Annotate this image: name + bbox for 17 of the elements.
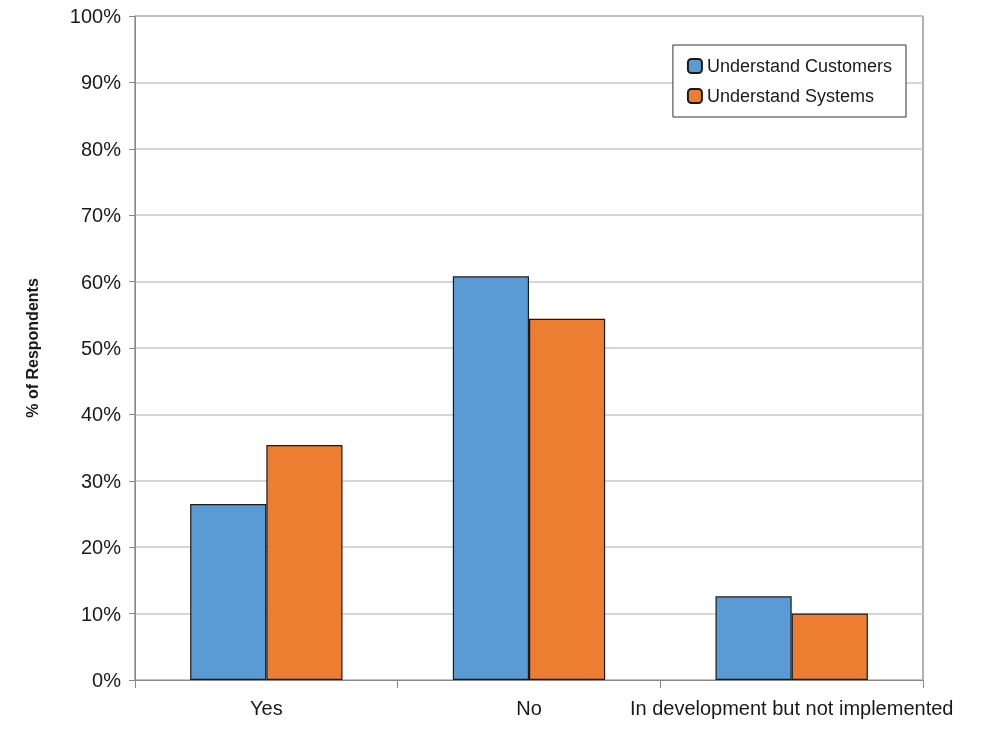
y-tick-label: 100% bbox=[69, 5, 122, 27]
x-tick-label: No bbox=[516, 697, 542, 719]
x-tick-label: Yes bbox=[250, 697, 283, 719]
y-tick-label: 70% bbox=[80, 204, 122, 227]
y-tick-label: 40% bbox=[80, 403, 122, 426]
y-tick-label: 80% bbox=[80, 137, 122, 160]
y-tick-label: 60% bbox=[80, 270, 122, 293]
y-tick-label: 0% bbox=[92, 669, 122, 691]
y-tick-label: 20% bbox=[80, 536, 122, 559]
y-tick-label: 50% bbox=[80, 337, 122, 359]
legend-label: Understand Systems bbox=[706, 86, 874, 106]
legend-label: Understand Customers bbox=[706, 56, 893, 76]
y-axis-title: % of Respondents bbox=[23, 278, 41, 418]
y-tick-label: 30% bbox=[80, 469, 122, 492]
x-tick-label: In development but not implemented bbox=[629, 697, 954, 719]
y-tick-label: 10% bbox=[80, 602, 122, 625]
y-tick-label: 90% bbox=[80, 71, 122, 94]
